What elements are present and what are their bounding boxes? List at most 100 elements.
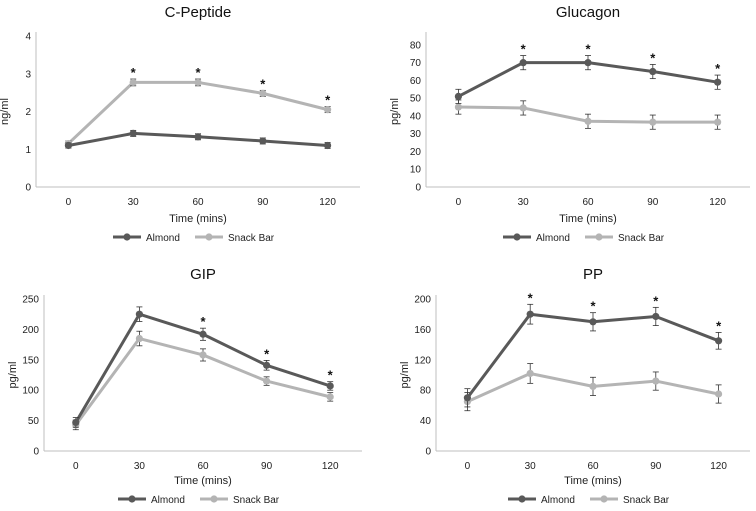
y-tick-label: 20 xyxy=(410,147,422,158)
data-point-almond xyxy=(584,59,592,67)
data-point-snack-bar xyxy=(519,104,527,112)
chart-legend: Almond Snack Bar xyxy=(508,495,670,506)
y-tick-label: 250 xyxy=(22,295,39,306)
significance-marker: * xyxy=(716,318,722,333)
x-axis-label: Time (mins) xyxy=(564,475,622,487)
x-tick-label: 120 xyxy=(322,461,339,472)
legend-label: Almond xyxy=(536,233,570,244)
x-axis-label: Time (mins) xyxy=(169,213,227,225)
y-tick-label: 200 xyxy=(22,325,39,336)
y-tick-label: 50 xyxy=(410,94,422,105)
chart-title: PP xyxy=(583,266,603,283)
x-axis-label: Time (mins) xyxy=(559,213,617,225)
data-point-snack-bar xyxy=(649,118,657,126)
significance-marker: * xyxy=(260,76,266,91)
legend-swatch-marker xyxy=(210,495,218,503)
data-point-almond xyxy=(519,59,527,67)
data-point-almond xyxy=(526,310,534,318)
data-point-snack-bar xyxy=(129,78,137,87)
significance-marker: * xyxy=(585,42,591,57)
y-tick-label: 2 xyxy=(25,107,31,118)
legend-swatch-marker xyxy=(128,495,136,503)
legend-swatch-marker xyxy=(123,233,131,241)
chart-title: C-Peptide xyxy=(165,4,232,21)
data-point-almond xyxy=(463,394,471,402)
y-tick-label: 40 xyxy=(410,111,422,122)
chart-title: GIP xyxy=(190,266,216,283)
significance-marker: * xyxy=(650,50,656,65)
x-tick-label: 120 xyxy=(319,197,336,208)
data-point-almond xyxy=(72,418,80,427)
x-tick-label: 0 xyxy=(465,461,471,472)
significance-marker: * xyxy=(131,65,137,80)
significance-marker: * xyxy=(328,368,334,383)
y-tick-label: 200 xyxy=(414,295,431,306)
data-point-almond xyxy=(199,330,207,338)
chart-legend: Almond Snack Bar xyxy=(113,233,275,244)
legend-label: Almond xyxy=(146,233,180,244)
legend-label: Almond xyxy=(541,495,575,506)
x-tick-label: 120 xyxy=(710,461,727,472)
data-point-snack-bar xyxy=(259,89,267,97)
y-tick-label: 80 xyxy=(410,40,422,51)
chart-legend: Almond Snack Bar xyxy=(118,495,280,506)
data-point-snack-bar xyxy=(326,393,334,401)
x-tick-label: 30 xyxy=(525,461,537,472)
y-tick-label: 160 xyxy=(414,325,431,336)
data-point-almond xyxy=(135,310,143,318)
legend-label: Snack Bar xyxy=(623,495,670,506)
significance-marker: * xyxy=(528,290,534,305)
chart-panel-2: GIP 0 50 100 150 200 250 0 30 60 90 120 pg/ml Time (m… xyxy=(7,266,362,506)
x-tick-label: 90 xyxy=(261,461,273,472)
legend-swatch-marker xyxy=(595,233,603,241)
y-tick-label: 70 xyxy=(410,58,422,69)
y-tick-label: 3 xyxy=(25,69,31,80)
y-axis-label: pg/ml xyxy=(399,362,411,389)
x-tick-label: 0 xyxy=(66,197,72,208)
x-tick-label: 60 xyxy=(587,461,599,472)
legend-swatch-marker xyxy=(518,495,526,503)
data-point-snack-bar xyxy=(194,78,202,87)
significance-marker: * xyxy=(521,42,527,57)
y-tick-label: 80 xyxy=(420,386,432,397)
chart-legend: Almond Snack Bar xyxy=(503,233,665,244)
data-point-snack-bar xyxy=(454,103,462,111)
data-point-almond xyxy=(714,78,722,86)
x-tick-label: 60 xyxy=(192,197,204,208)
significance-marker: * xyxy=(195,65,201,80)
data-point-snack-bar xyxy=(526,369,534,378)
chart-title: Glucagon xyxy=(556,4,620,21)
y-tick-label: 1 xyxy=(25,145,31,156)
significance-marker: * xyxy=(715,61,721,76)
data-point-snack-bar xyxy=(324,106,332,114)
data-point-almond xyxy=(263,361,271,369)
y-tick-label: 120 xyxy=(414,355,431,366)
y-axis-label: pg/ml xyxy=(389,98,401,125)
data-point-almond xyxy=(715,337,723,345)
y-tick-label: 40 xyxy=(420,416,432,427)
data-point-snack-bar xyxy=(135,334,143,343)
x-tick-label: 30 xyxy=(518,197,530,208)
data-point-almond xyxy=(649,67,657,76)
legend-label: Almond xyxy=(151,495,185,506)
x-tick-label: 120 xyxy=(709,197,726,208)
data-point-snack-bar xyxy=(715,390,723,398)
legend-label: Snack Bar xyxy=(618,233,665,244)
data-point-snack-bar xyxy=(263,377,271,385)
y-tick-label: 0 xyxy=(33,447,39,458)
legend-label: Snack Bar xyxy=(228,233,275,244)
data-point-almond xyxy=(64,141,72,150)
x-tick-label: 0 xyxy=(73,461,79,472)
y-tick-label: 150 xyxy=(22,355,39,366)
data-point-almond xyxy=(454,92,462,100)
data-point-snack-bar xyxy=(652,377,660,385)
x-axis-label: Time (mins) xyxy=(174,475,232,487)
data-point-almond xyxy=(129,129,137,137)
legend-swatch-marker xyxy=(513,233,521,241)
legend-label: Snack Bar xyxy=(233,495,280,506)
x-tick-label: 30 xyxy=(134,461,146,472)
y-tick-label: 0 xyxy=(425,447,431,458)
y-axis-label: ng/ml xyxy=(0,98,11,125)
legend-swatch-marker xyxy=(205,233,213,241)
